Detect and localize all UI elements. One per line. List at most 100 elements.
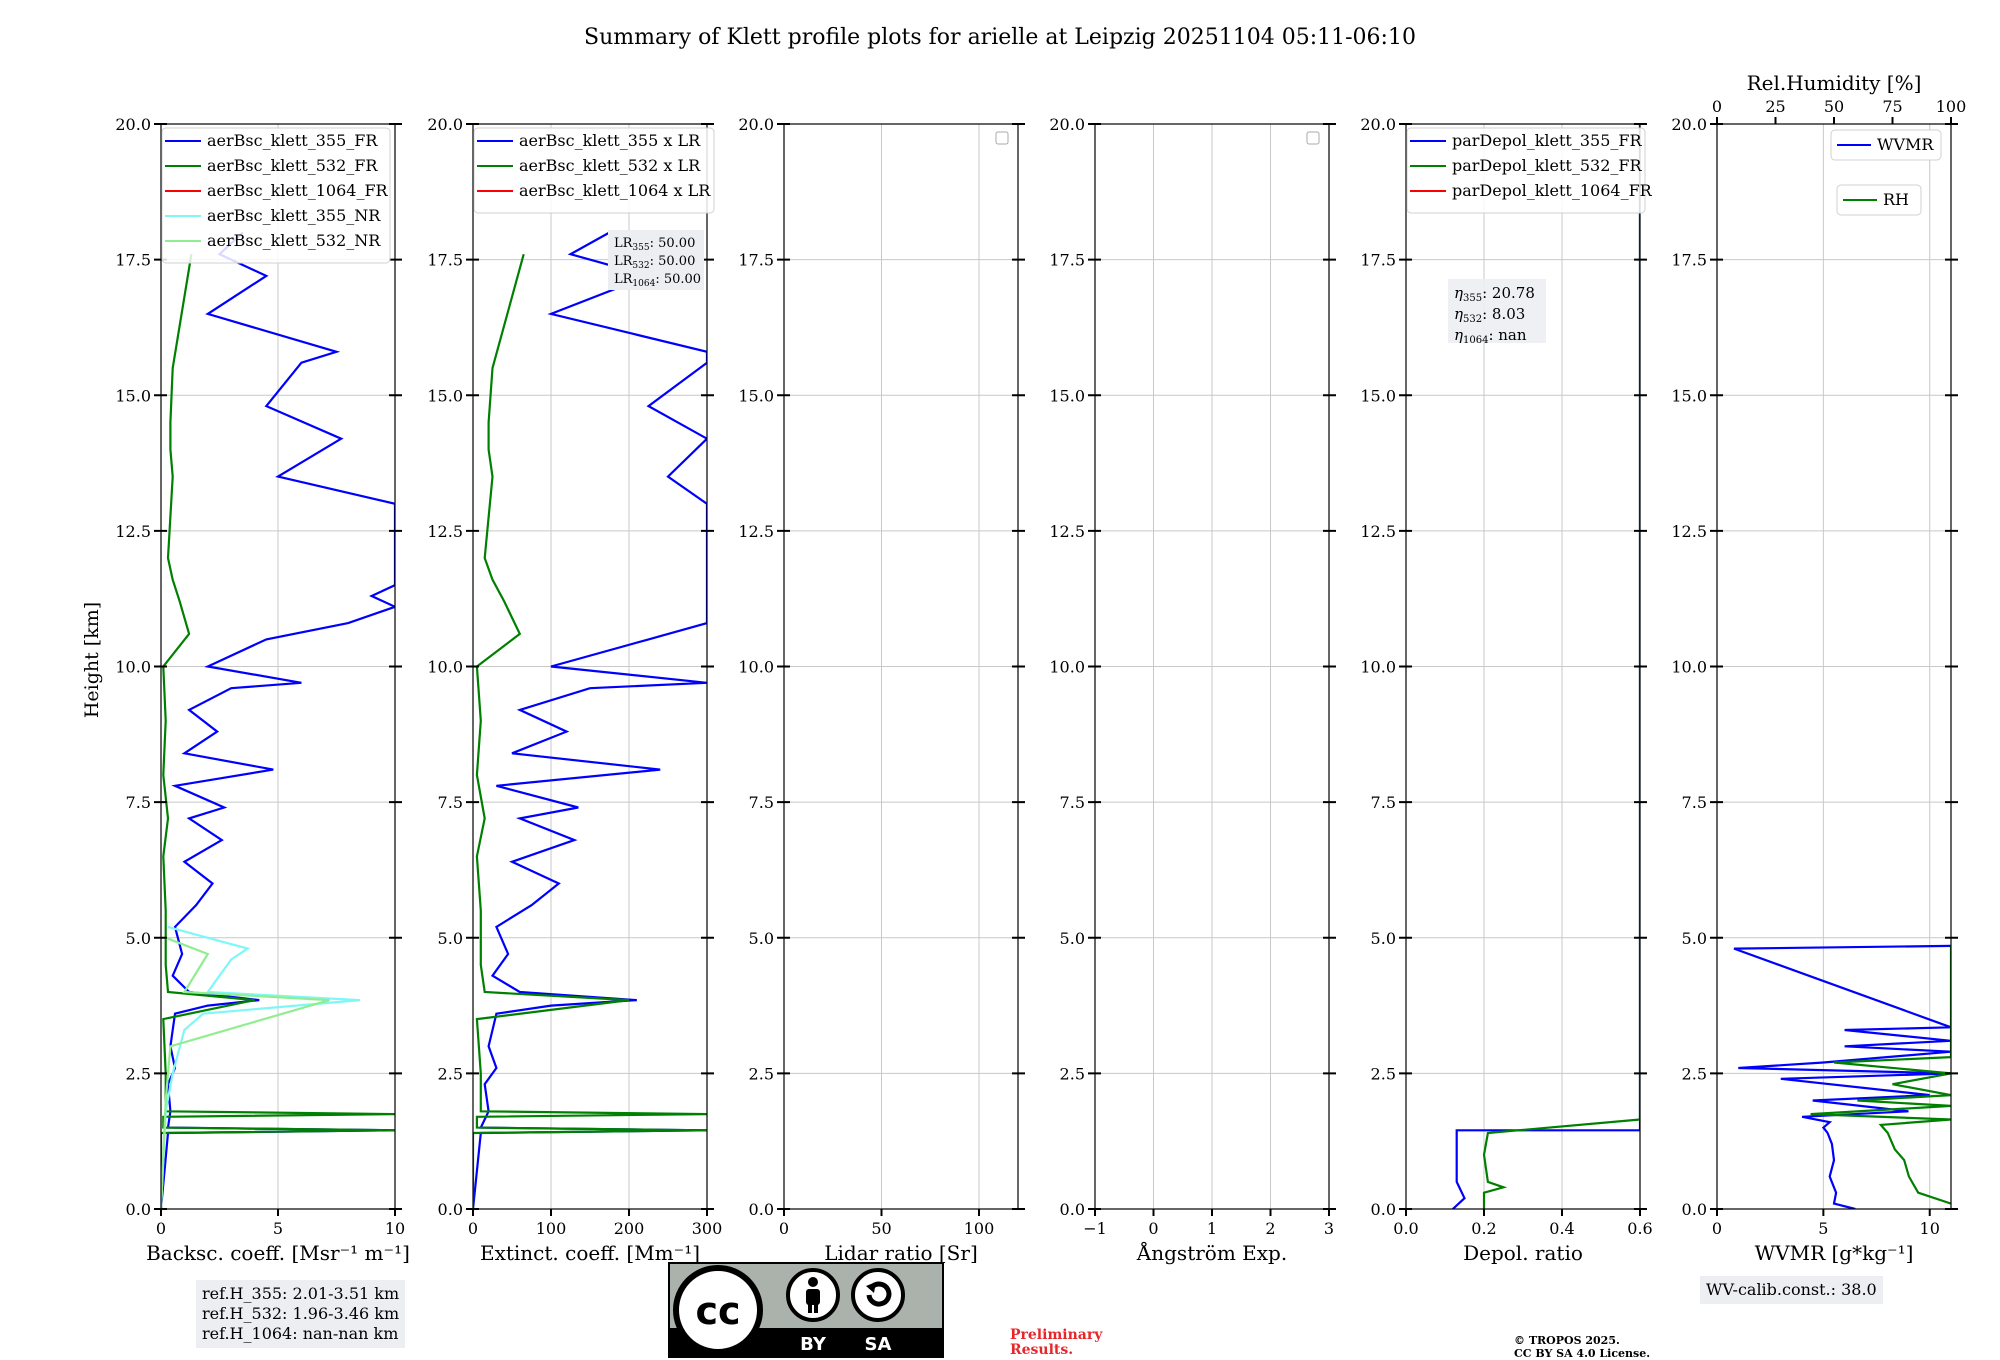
x-tick-label: 5 <box>273 1219 283 1238</box>
y-tick-label: 2.5 <box>1371 1064 1396 1083</box>
lr-base: LR <box>614 236 634 251</box>
series-line-rh <box>1810 945 1951 1205</box>
y-tick-label: 5.0 <box>438 929 463 948</box>
top-x-tick-label: 50 <box>1824 97 1844 116</box>
copyright-line-1: © TROPOS 2025. <box>1514 1334 1620 1347</box>
y-tick-label: 20.0 <box>427 115 463 134</box>
y-axis-label: Height [km] <box>81 602 103 718</box>
x-axis-label: Extinct. coeff. [Mm⁻¹] <box>480 1241 700 1265</box>
top-x-tick-label: 0 <box>1712 97 1722 116</box>
y-tick-label: 7.5 <box>1371 793 1396 812</box>
preliminary-line-1: Preliminary <box>1010 1327 1103 1343</box>
y-tick-label: 17.5 <box>1360 251 1396 270</box>
legend-box <box>1830 129 1942 161</box>
y-tick-label: 5.0 <box>1682 929 1707 948</box>
x-tick-label: 0.0 <box>1393 1219 1418 1238</box>
y-tick-label: 12.5 <box>738 522 774 541</box>
x-tick-label: 5 <box>1818 1219 1828 1238</box>
series-line-aerbsc-klett-355-nr <box>161 925 360 1209</box>
x-tick-label: 0.2 <box>1471 1219 1496 1238</box>
eta-annotation-line: η532: 8.03 <box>1454 305 1525 325</box>
y-tick-label: 2.5 <box>1060 1064 1085 1083</box>
x-tick-label: 0 <box>779 1219 789 1238</box>
y-tick-label: 12.5 <box>1671 522 1707 541</box>
y-tick-label: 20.0 <box>1360 115 1396 134</box>
legend-entry: WVMR <box>1877 135 1934 154</box>
series-line-aerbsc-klett-532-fr <box>161 254 395 1209</box>
eta-sub: 532 <box>1463 314 1482 325</box>
eta-sub: 355 <box>1463 293 1482 304</box>
x-tick-label: 0.4 <box>1549 1219 1574 1238</box>
x-tick-label: 100 <box>964 1219 995 1238</box>
x-axis-label: WVMR [g*kg⁻¹] <box>1755 1241 1914 1265</box>
y-tick-label: 2.5 <box>749 1064 774 1083</box>
series-line-pardepol-klett-355-fr <box>1452 124 1640 1209</box>
y-tick-label: 0.0 <box>749 1200 774 1219</box>
y-tick-label: 10.0 <box>1671 658 1707 677</box>
lr-sub: 1064 <box>632 279 655 289</box>
panel-extinction: 0.0 2.5 5.0 7.5 10.0 12.5 15.0 17.5 20.0 0 100 200 3… <box>427 115 722 1265</box>
x-tick-label: 200 <box>614 1219 645 1238</box>
y-tick-label: 2.5 <box>126 1064 151 1083</box>
x-tick-label: −1 <box>1083 1219 1107 1238</box>
eta-annotation-box <box>1448 279 1546 343</box>
legend-entry: aerBsc_klett_532_NR <box>207 231 381 250</box>
wv-calib-box: WV-calib.const.: 38.0 <box>1700 1276 1883 1304</box>
y-tick-label: 7.5 <box>126 793 151 812</box>
panel-angstrom: 0.0 2.5 5.0 7.5 10.0 12.5 15.0 17.5 20.0 −1 0 1 2 3 Ån… <box>1049 115 1336 1265</box>
y-tick-label: 15.0 <box>427 386 463 405</box>
y-tick-label: 17.5 <box>115 251 151 270</box>
y-tick-label: 20.0 <box>738 115 774 134</box>
lr-annotation-line: LR532: 50.00 <box>614 254 695 271</box>
y-tick-label: 5.0 <box>126 929 151 948</box>
legend-entry: parDepol_klett_1064_FR <box>1452 181 1653 200</box>
y-tick-label: 0.0 <box>1682 1200 1707 1219</box>
lr-base: LR <box>614 272 634 287</box>
top-x-tick-label: 75 <box>1882 97 1902 116</box>
y-tick-label: 20.0 <box>115 115 151 134</box>
legend-entry: aerBsc_klett_532 x LR <box>519 156 701 175</box>
y-tick-label: 10.0 <box>1049 658 1085 677</box>
cc-by-label: BY <box>800 1334 827 1355</box>
legend-box <box>473 127 715 214</box>
y-tick-label: 0.0 <box>1060 1200 1085 1219</box>
y-tick-label: 12.5 <box>115 522 151 541</box>
series-line-aerbsc-klett-355-fr <box>161 231 395 1209</box>
legend-entry: aerBsc_klett_355 x LR <box>519 131 701 150</box>
wv-calib-text: WV-calib.const.: 38.0 <box>1706 1280 1877 1299</box>
eta-annotation-line: η355: 20.78 <box>1454 284 1535 304</box>
top-x-tick-label: 100 <box>1936 97 1967 116</box>
empty-legend-box <box>995 131 1009 145</box>
y-tick-label: 10.0 <box>1360 658 1396 677</box>
y-tick-label: 7.5 <box>1682 793 1707 812</box>
ref-height-532: ref.H_532: 1.96-3.46 km <box>202 1304 400 1323</box>
series-line-pardepol-klett-532-fr <box>1482 124 1640 1209</box>
x-axis-label: Ångström Exp. <box>1136 1240 1287 1265</box>
y-tick-label: 15.0 <box>1360 386 1396 405</box>
empty-legend-box <box>1306 131 1320 145</box>
eta-value: : 20.78 <box>1482 284 1535 302</box>
y-tick-label: 5.0 <box>749 929 774 948</box>
y-tick-label: 10.0 <box>427 658 463 677</box>
eta-base: η <box>1454 305 1463 323</box>
lr-annotation-box <box>608 230 704 290</box>
copyright-note: © TROPOS 2025. CC BY SA 4.0 License. <box>1514 1334 1650 1360</box>
eta-annotation-line: η1064: nan <box>1454 326 1527 346</box>
ref-height-355: ref.H_355: 2.01-3.51 km <box>202 1284 400 1303</box>
y-tick-label: 17.5 <box>738 251 774 270</box>
x-tick-label: 50 <box>871 1219 891 1238</box>
x-tick-label: 3 <box>1324 1219 1334 1238</box>
legend-entry: aerBsc_klett_1064_FR <box>207 181 389 200</box>
x-tick-label: 10 <box>385 1219 405 1238</box>
preliminary-line-2: Results. <box>1010 1342 1074 1358</box>
share-alike-icon <box>851 1268 905 1322</box>
figure-title: Summary of Klett profile plots for ariel… <box>584 25 1416 50</box>
ref-height-1064: ref.H_1064: nan-nan km <box>202 1324 399 1343</box>
y-tick-label: 17.5 <box>1671 251 1707 270</box>
x-axis-label: Backsc. coeff. [Msr⁻¹ m⁻¹] <box>146 1241 410 1265</box>
y-tick-label: 17.5 <box>427 251 463 270</box>
x-tick-label: 0 <box>1712 1219 1722 1238</box>
y-tick-label: 15.0 <box>1049 386 1085 405</box>
lr-sub: 355 <box>632 243 649 253</box>
x-tick-label: 2 <box>1265 1219 1275 1238</box>
